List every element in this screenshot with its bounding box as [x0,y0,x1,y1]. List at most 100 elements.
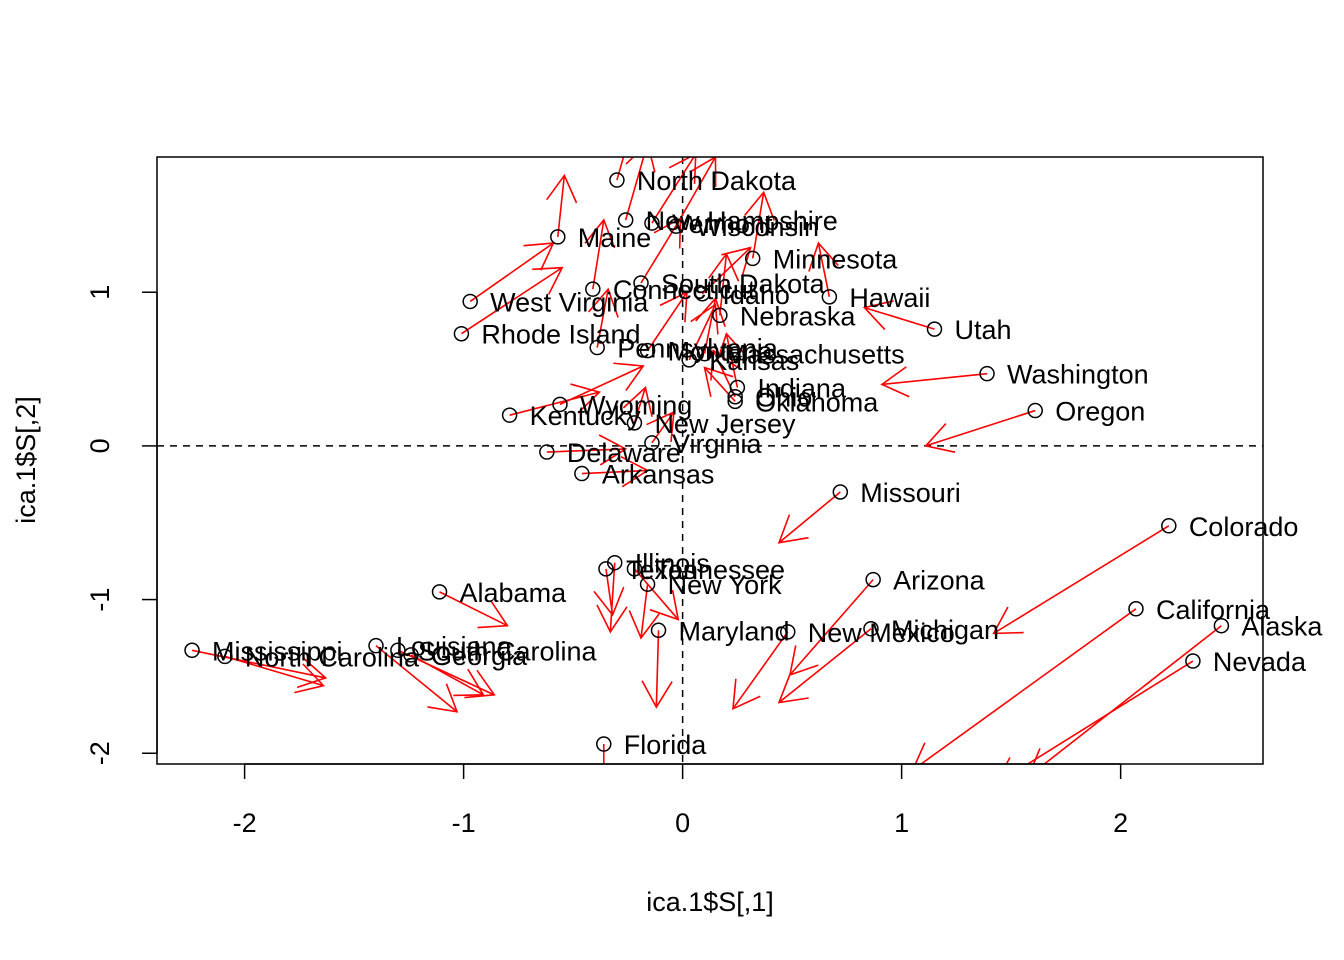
data-point [574,465,590,482]
arrow-shaft [191,649,326,679]
point-label: Pennsylvania [617,334,779,364]
arrow-head [588,287,619,318]
arrow-head [617,103,646,132]
point-label: Tennessee [654,555,785,585]
direction-arrow [581,456,650,488]
point-label: North Dakota [637,166,797,196]
point-label: Maryland [679,616,790,646]
data-point [727,393,743,410]
arrow-head [703,366,734,398]
data-point [979,365,995,382]
y-tick-label: 0 [85,438,115,453]
arrow-shaft [469,242,554,303]
arrow-shaft [675,157,717,227]
point-label: Oklahoma [755,387,879,417]
arrow-head [427,683,459,713]
data-point [609,172,625,188]
arrow-shaft [640,218,682,284]
y-axis-label: ica.1$S[,2] [11,396,41,524]
arrow-shaft [688,304,717,361]
arrow-shaft [605,568,614,616]
arrow-shaft [778,628,872,704]
point-label: Alaska [1241,612,1323,642]
direction-arrow [593,568,625,617]
data-point [626,415,643,431]
arrow-head [689,157,717,188]
data-point [639,342,656,359]
direction-arrow [992,525,1170,635]
arrow-shaft [719,253,728,316]
data-point [217,648,233,665]
x-tick-label: -2 [233,808,257,838]
direction-arrow [460,266,564,335]
point-label: North Carolina [245,642,420,672]
point-label: Louisiana [396,632,513,662]
direction-arrow [777,628,872,704]
point-label: Nebraska [740,301,857,331]
point-label: Wisconsin [696,212,819,242]
data-point [431,584,448,600]
arrow-shaft [609,562,616,632]
point-label: Georgia [431,641,528,671]
data-point [681,352,697,368]
direction-arrow [701,246,752,295]
direction-arrow [546,434,628,466]
arrow-head [598,434,628,466]
y-tick-label: 1 [85,285,115,300]
data-point [1213,617,1230,634]
arrow-shaft [725,333,739,388]
point-label: New Jersey [654,409,796,439]
arrow-head [546,173,578,204]
y-axis: -2 -1 0 1 [85,285,158,765]
arrow-shaft [624,157,645,221]
arrow-head [1005,757,1011,764]
data-point [712,307,728,324]
direction-arrow [743,190,775,259]
data-point [727,388,743,405]
arrow-head [862,300,894,331]
direction-arrow [588,287,619,348]
point-label: Virginia [672,429,763,459]
point-label: Florida [624,730,708,760]
arrow-head [584,218,616,249]
direction-arrow [675,157,717,227]
data-point [639,576,656,592]
direction-arrow [410,654,485,697]
data-point [585,281,601,297]
x-tick-label: 2 [1113,808,1128,838]
direction-arrow [633,568,680,621]
direction-arrow [732,631,789,710]
point-label: Montana [668,337,774,367]
arrow-shaft [556,175,566,237]
arrow-head [589,795,619,821]
arrow-head [732,678,761,710]
x-tick-label: 1 [894,808,909,838]
direction-arrow [640,217,682,284]
arrow-shaft [439,591,508,627]
point-label: Minnesota [773,244,899,274]
arrow-shaft [1026,660,1194,764]
arrow-shaft [925,409,1036,447]
arrow-head [808,241,839,272]
arrow-shaft [817,242,831,298]
data-point [926,321,943,337]
direction-arrow [862,300,935,331]
data-point [617,212,634,228]
arrow-head [777,514,809,544]
point-label: New York [668,570,783,600]
arrow-head [777,674,809,704]
arrow-head [690,303,719,335]
arrow-head [532,266,564,295]
direction-arrow [1032,625,1222,764]
point-label: Rhode Island [481,320,640,350]
point-label: Wyoming [580,390,692,420]
point-label: Nevada [1213,647,1307,677]
point-label: Idaho [722,280,790,310]
arrow-shaft [633,568,679,621]
data-point [779,624,796,640]
arrow-head [296,657,328,689]
point-label: California [1156,595,1271,625]
arrow-head [668,157,697,184]
point-label: Indiana [757,374,847,404]
data-point [453,325,470,342]
